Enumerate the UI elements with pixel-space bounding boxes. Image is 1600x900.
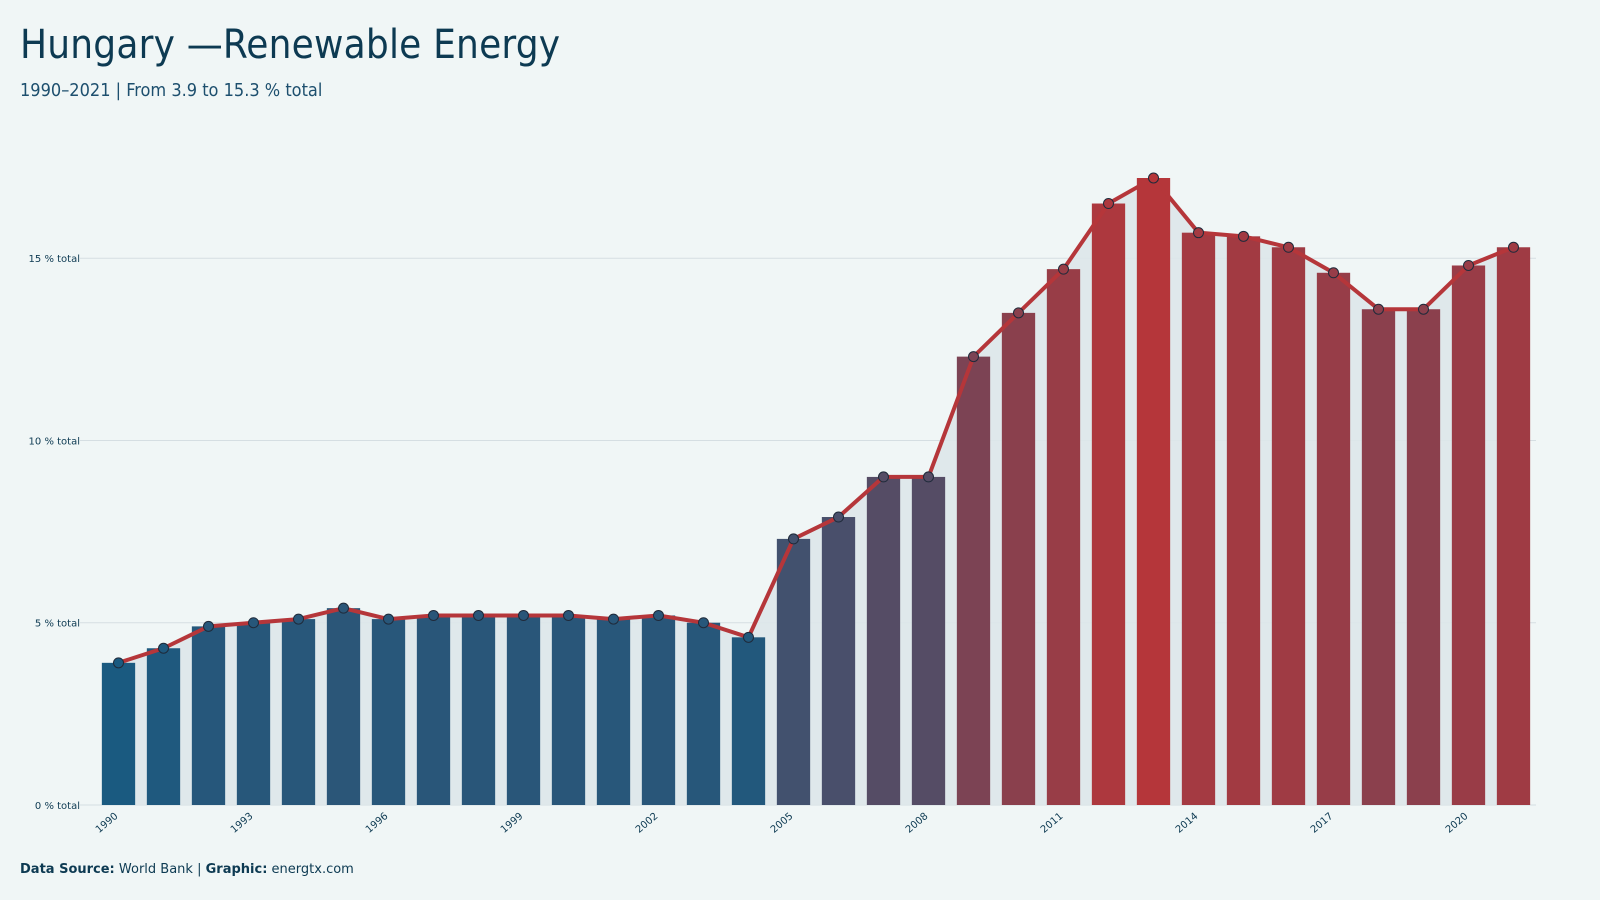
bar	[1451, 265, 1486, 805]
data-point	[428, 609, 439, 621]
bar	[551, 615, 586, 805]
data-point	[833, 511, 844, 523]
footer-separator: |	[197, 862, 202, 877]
chart-title: Hungary —Renewable Energy	[20, 22, 561, 68]
bar	[1496, 247, 1531, 806]
bar	[866, 476, 901, 805]
bar	[1001, 312, 1036, 805]
bar	[1316, 272, 1351, 806]
x-tick-label: 2011	[1039, 811, 1066, 836]
bar	[416, 615, 451, 805]
data-point	[1418, 303, 1429, 315]
data-point	[788, 533, 799, 545]
data-point	[653, 609, 664, 621]
data-point	[158, 642, 169, 654]
bar	[821, 517, 856, 805]
bar	[731, 637, 766, 805]
x-tick-label: 1999	[499, 811, 526, 836]
x-tick-label: 1990	[94, 811, 121, 836]
data-point	[113, 657, 124, 669]
y-tick-label: 0 % total	[35, 801, 80, 812]
data-point	[1508, 241, 1519, 253]
bar	[461, 615, 496, 805]
x-tick-label: 2017	[1309, 811, 1336, 836]
data-point	[1193, 227, 1204, 239]
graphic-value: energtx.com	[271, 862, 354, 877]
bar	[191, 626, 226, 805]
data-point	[698, 617, 709, 629]
data-point	[563, 609, 574, 621]
graphic-label: Graphic:	[205, 862, 268, 877]
bar	[1181, 232, 1216, 805]
x-tick-label: 2014	[1174, 811, 1201, 836]
bar	[371, 619, 406, 805]
data-point	[968, 351, 979, 363]
bar	[1046, 269, 1081, 805]
bar	[1271, 247, 1306, 806]
data-point	[293, 613, 304, 625]
bar	[506, 615, 541, 805]
footer-credits: Data Source: World Bank | Graphic: energ…	[20, 862, 354, 877]
source-value: World Bank	[118, 862, 193, 877]
bar	[641, 615, 676, 805]
data-point	[1373, 303, 1384, 315]
y-tick-label: 15 % total	[29, 254, 80, 265]
data-point	[518, 609, 529, 621]
data-point	[338, 602, 349, 614]
bar	[1361, 309, 1396, 805]
x-tick-label: 2008	[904, 811, 931, 836]
data-point	[608, 613, 619, 625]
data-point	[203, 620, 214, 632]
data-point	[743, 631, 754, 643]
y-tick-label: 10 % total	[29, 436, 80, 447]
bar	[101, 662, 136, 805]
bar	[776, 538, 811, 805]
data-point	[878, 471, 889, 483]
y-tick-label: 5 % total	[35, 619, 80, 630]
data-point	[1463, 259, 1474, 271]
bar	[1091, 203, 1126, 805]
data-point	[1148, 172, 1159, 184]
x-tick-label: 2020	[1444, 811, 1471, 836]
bar	[1226, 236, 1261, 806]
data-point	[248, 617, 259, 629]
bar	[911, 476, 946, 805]
data-point	[1103, 198, 1114, 210]
data-point	[1058, 263, 1069, 275]
bar	[1136, 178, 1171, 805]
source-label: Data Source:	[20, 862, 115, 877]
data-point	[923, 471, 934, 483]
chart-subtitle: 1990–2021 | From 3.9 to 15.3 % total	[20, 80, 323, 101]
data-point	[1283, 241, 1294, 253]
data-point	[1238, 230, 1249, 242]
bar	[1406, 309, 1441, 805]
x-tick-label: 1993	[229, 811, 256, 836]
x-tick-label: 1996	[364, 811, 391, 836]
data-point	[1328, 267, 1339, 279]
x-tick-label: 2005	[769, 811, 796, 836]
bar	[596, 619, 631, 805]
bar	[146, 648, 181, 805]
data-point	[473, 609, 484, 621]
bar	[281, 619, 316, 805]
bar	[326, 608, 361, 805]
series-line	[116, 176, 1516, 665]
data-point	[383, 613, 394, 625]
x-tick-label: 2002	[634, 811, 661, 836]
bar	[236, 622, 271, 805]
bar	[956, 356, 991, 805]
data-point	[1013, 307, 1024, 319]
bar	[686, 622, 721, 805]
